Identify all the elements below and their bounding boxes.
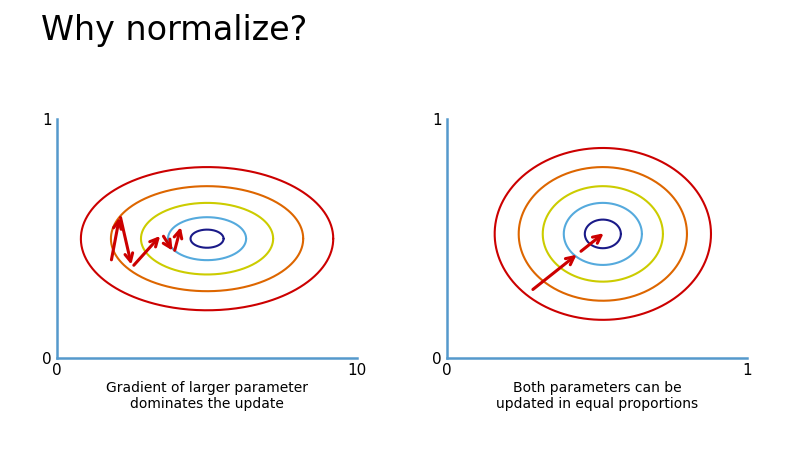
Text: Both parameters can be
updated in equal proportions: Both parameters can be updated in equal … [496, 381, 697, 411]
Text: Why normalize?: Why normalize? [41, 14, 307, 47]
Text: Gradient of larger parameter
dominates the update: Gradient of larger parameter dominates t… [106, 381, 307, 411]
